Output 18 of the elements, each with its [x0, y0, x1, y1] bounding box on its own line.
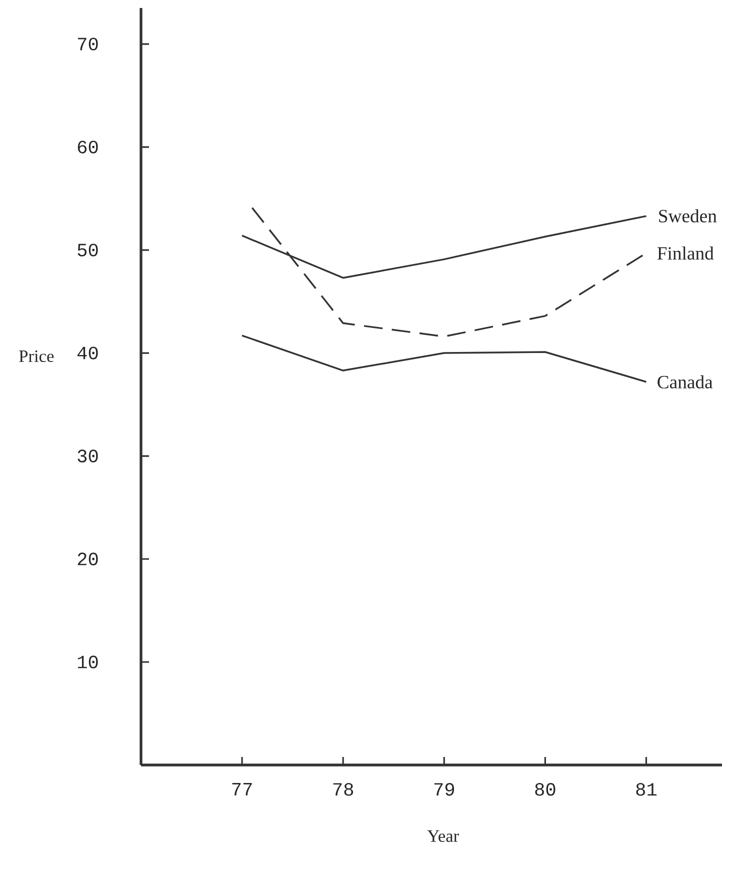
series-label: Canada: [658, 375, 713, 388]
x-tick-label: 78: [333, 783, 354, 796]
x-tick-label: 77: [232, 783, 252, 796]
x-axis-title: Year: [427, 830, 459, 842]
x-tick-label: 79: [434, 783, 454, 796]
y-tick-label: 10: [78, 656, 98, 668]
x-tick-label: 81: [636, 783, 657, 796]
x-tick-label: 80: [535, 783, 556, 796]
y-tick-label: 30: [78, 450, 98, 462]
y-axis-title: Price: [19, 350, 54, 362]
series-label: Finland: [657, 246, 714, 260]
y-tick-label: 70: [78, 38, 98, 50]
y-tick-label: 20: [78, 552, 98, 566]
y-tick-label: 50: [78, 244, 98, 256]
line-series: [241, 334, 648, 383]
y-tick-label: 40: [77, 346, 98, 360]
y-tick-label: 60: [78, 140, 98, 154]
series-label: Sweden: [659, 209, 717, 222]
